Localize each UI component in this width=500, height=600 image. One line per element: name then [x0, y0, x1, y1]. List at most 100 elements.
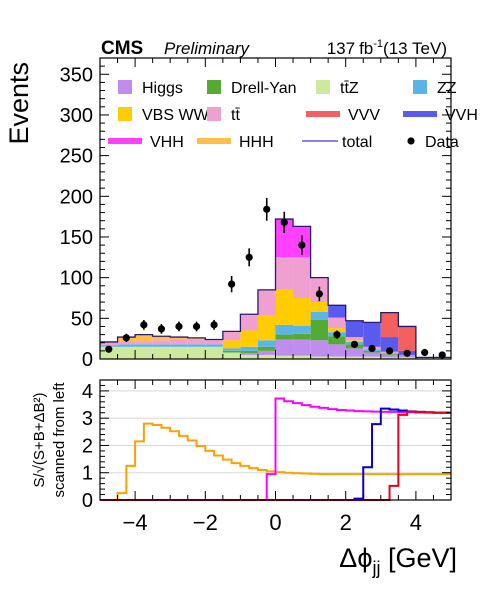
- bar-vvv-bin-16: [380, 312, 399, 338]
- bar-tt-bin-4: [170, 339, 188, 345]
- bar-drellyan-bin-7: [222, 350, 241, 353]
- legend-item-total: total: [302, 134, 372, 151]
- bar-tt-bin-9: [257, 289, 276, 316]
- y-tick-label-100: 100: [60, 268, 93, 290]
- bar-zz-bin-9: [257, 340, 276, 347]
- data-point-15: [368, 344, 376, 353]
- bar-zz-bin-11: [293, 325, 311, 334]
- bar-vvv-bin-17: [398, 326, 416, 351]
- bar-tt-bin-5: [187, 339, 206, 345]
- lumi-unit: fb: [359, 39, 373, 58]
- bar-drellyan-bin-11: [293, 333, 311, 340]
- bar-vvh-bin-15: [363, 322, 381, 347]
- legend-swatch: [118, 107, 132, 121]
- bar-higgs-bin-8: [240, 353, 258, 355]
- bar-drellyan-bin-16: [380, 354, 399, 355]
- bar-higgs-bin-14: [345, 348, 364, 357]
- bar-hhh-bin-5: [187, 337, 206, 340]
- bar-ttz-bin-9: [257, 354, 276, 359]
- lower-y-tick-label-1: 1: [82, 463, 93, 485]
- bar-ttz-bin-4: [170, 346, 188, 359]
- data-point-18: [421, 348, 429, 357]
- legend-label: tt̄: [231, 107, 240, 124]
- experiment-label: CMS: [101, 38, 143, 59]
- status-label: Preliminary: [164, 39, 251, 58]
- legend-label: VHH: [150, 134, 184, 151]
- x-tick-label--4: −4: [123, 510, 148, 535]
- data-point-9: [263, 205, 271, 213]
- x-axis-label-sub: jj: [371, 558, 380, 578]
- energy-label: (13 TeV): [383, 39, 447, 58]
- bar-vbsww-bin-12: [310, 302, 329, 312]
- bar-zz-bin-2: [135, 344, 153, 347]
- x-tick-label-2: 2: [340, 510, 352, 535]
- bar-drellyan-bin-8: [240, 350, 258, 354]
- lower-panel: 0 1 2 3 4 −4 −2 0 2 4 S/√(S+B+ΔB²) scanned from l…: [31, 379, 457, 578]
- bar-ttz-bin-3: [152, 346, 171, 359]
- data-point-16: [385, 347, 394, 355]
- total-line-group: [100, 218, 451, 359]
- legend-swatch: [316, 80, 330, 94]
- bar-ttz-bin-6: [205, 346, 223, 359]
- lower-y-axis-label-line2: scanned from left: [51, 382, 68, 498]
- legend-label: ZZ: [437, 80, 457, 97]
- bar-zz-bin-12: [310, 311, 329, 320]
- bar-hhh-bin-4: [170, 337, 188, 340]
- legend-label: VBS WW: [142, 107, 210, 124]
- data-points: [105, 197, 446, 359]
- data-point-2: [140, 321, 148, 329]
- x-axis-label-main: Δϕ: [339, 543, 372, 573]
- y-tick-label-250: 250: [60, 146, 93, 168]
- legend-item-vhh: VHH: [108, 134, 184, 151]
- bar-vvh-bin-14: [345, 320, 364, 338]
- bar-zz-bin-5: [187, 344, 206, 347]
- lumi-value: 137: [327, 39, 355, 58]
- legend-swatch: [118, 80, 132, 94]
- legend-swatch: [413, 80, 427, 94]
- bar-zz-bin-7: [222, 348, 241, 351]
- bar-higgs-bin-16: [380, 354, 399, 358]
- scan-line-hhh: [100, 422, 451, 501]
- upper-y-ticks: 0 50 100 150 200 250 300 350: [60, 58, 452, 371]
- lower-frame: [99, 379, 452, 501]
- legend-swatch: [407, 137, 415, 145]
- bar-tt-bin-10: [275, 257, 294, 290]
- legend-label: total: [342, 134, 372, 151]
- legend-item-higgs: Higgs: [118, 80, 183, 97]
- bar-vbsww-bin-10: [275, 289, 294, 325]
- bar-higgs-bin-9: [257, 350, 276, 355]
- bar-tt-bin-8: [240, 314, 258, 331]
- y-tick-label-200: 200: [60, 186, 93, 208]
- legend-label: VVV: [348, 107, 380, 124]
- lower-y-axis-label-line1: S/√(S+B+ΔB²): [31, 393, 48, 488]
- bar-tt-bin-0: [100, 341, 118, 346]
- bar-vbsww-bin-7: [222, 340, 241, 349]
- bar-vbsww-bin-9: [257, 315, 276, 341]
- legend-label: Data: [425, 134, 459, 151]
- bar-ttz-bin-14: [345, 356, 364, 359]
- bar-vhh-bin-10: [275, 219, 294, 258]
- lower-y-tick-label-3: 3: [82, 408, 93, 430]
- data-point-14: [350, 340, 359, 348]
- legend-item-ttz: tt̄Z: [316, 80, 359, 97]
- bar-zz-bin-8: [240, 346, 258, 351]
- bar-drellyan-bin-13: [328, 336, 346, 345]
- lumi-exponent: -1: [373, 38, 383, 50]
- data-point-10: [280, 218, 288, 226]
- bar-ttz-bin-13: [328, 356, 346, 359]
- legend-swatch: [306, 111, 340, 117]
- lumi-label: 137 fb-1(13 TeV): [327, 38, 447, 58]
- bar-hhh-bin-3: [152, 336, 171, 341]
- x-tick-label-0: 0: [269, 510, 281, 535]
- legend-item-vbsww: VBS WW: [118, 107, 210, 124]
- bar-ttz-bin-0: [100, 346, 118, 359]
- lower-y-tick-label-2: 2: [82, 435, 93, 457]
- bar-higgs-bin-11: [293, 339, 311, 356]
- bar-higgs-bin-10: [275, 339, 294, 356]
- bar-drellyan-bin-10: [275, 334, 294, 340]
- bar-vvh-bin-13: [328, 305, 346, 318]
- upper-frame: [99, 57, 452, 360]
- x-tick-label-4: 4: [410, 510, 422, 535]
